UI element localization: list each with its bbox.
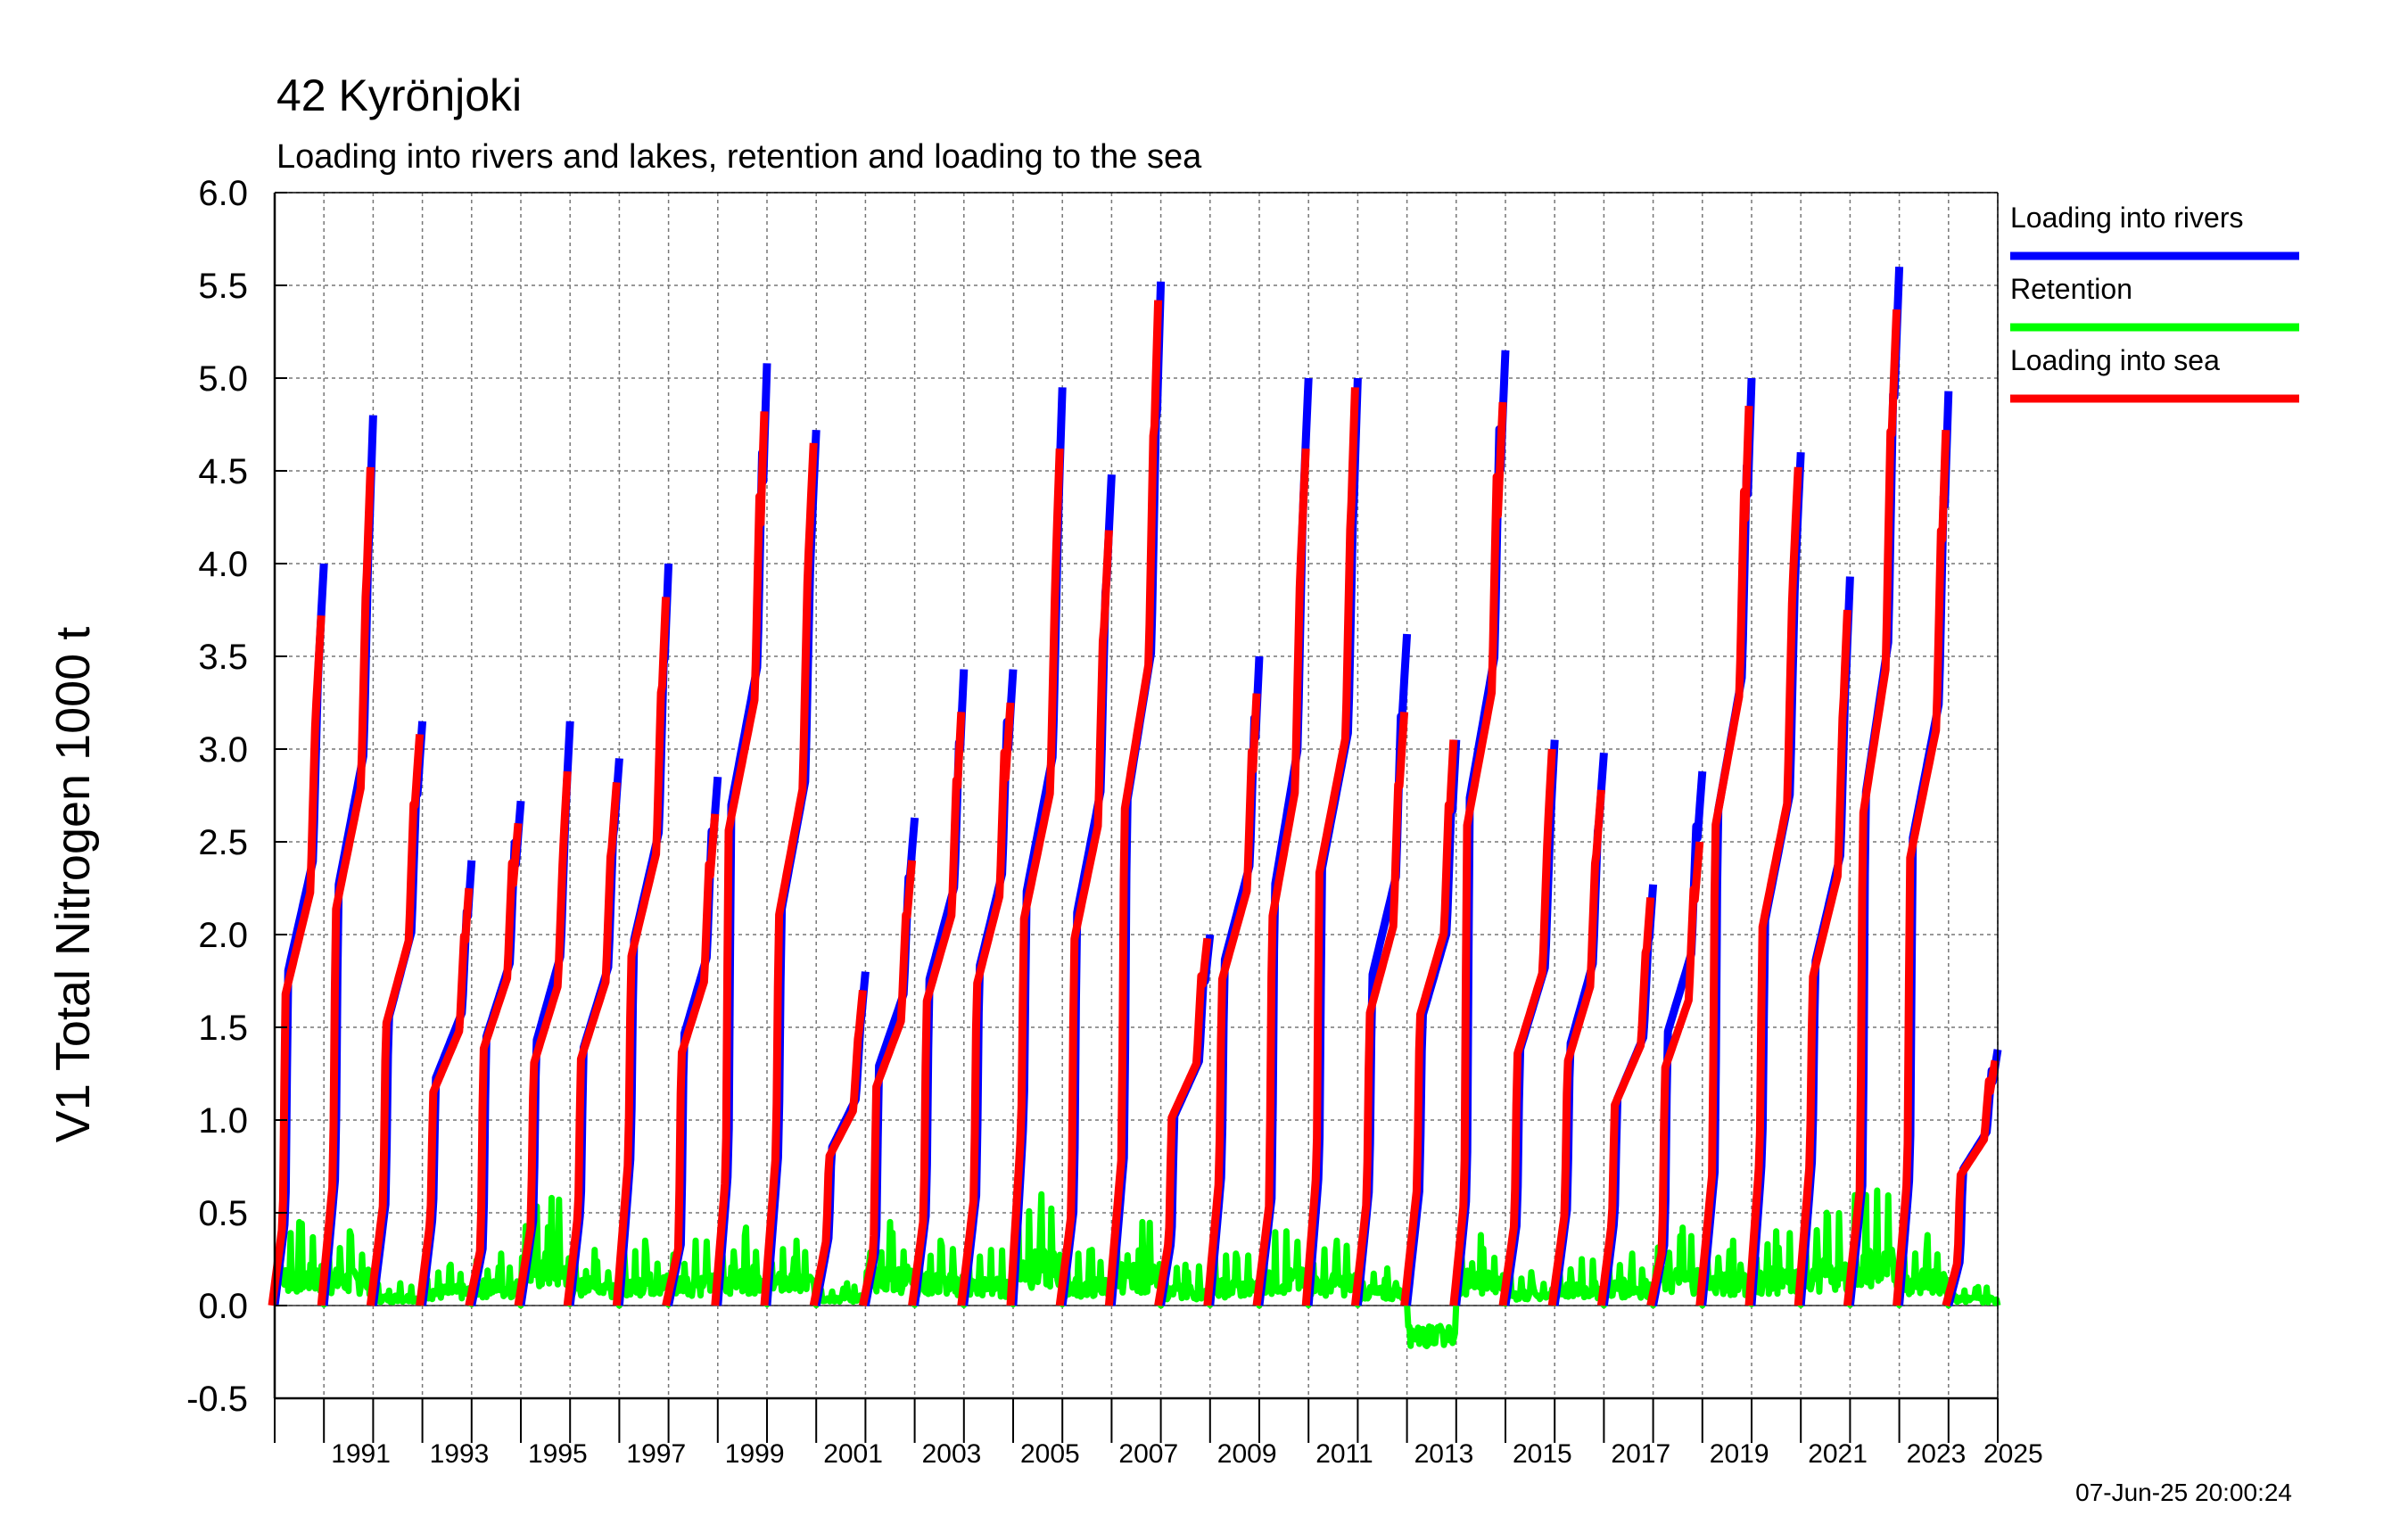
- x-tick-label: 2003: [922, 1439, 982, 1469]
- series-line-loading-into-sea: [1498, 748, 1556, 1306]
- y-tick-label: 1.5: [198, 1009, 248, 1048]
- series-line-loading-into-sea: [1843, 309, 1901, 1306]
- plot-area: [268, 267, 2002, 1349]
- legend: Loading into rivers Retention Loading into…: [2010, 202, 2299, 403]
- x-tick-label: 1995: [528, 1439, 588, 1469]
- series-line-loading-into-sea: [1695, 406, 1753, 1306]
- series-line-loading-into-sea: [317, 466, 375, 1306]
- x-tick-label: 2011: [1315, 1439, 1373, 1469]
- y-tick-label: 3.0: [198, 730, 248, 770]
- legend-label: Loading into rivers: [2010, 202, 2243, 234]
- series-line-loading-into-sea: [908, 712, 966, 1306]
- y-tick-label: 5.0: [198, 359, 248, 399]
- series-line-loading-into-sea: [662, 813, 720, 1306]
- x-tick-label: 1993: [430, 1439, 490, 1469]
- series-line-loading-into-sea: [1252, 448, 1310, 1306]
- series-line-loading-into-sea: [563, 782, 621, 1306]
- series-line-loading-into-sea: [711, 411, 769, 1306]
- series-line-loading-into-sea: [1350, 712, 1409, 1306]
- series-line-loading-into-sea: [809, 989, 867, 1306]
- y-tick-label: 0.0: [198, 1287, 248, 1326]
- x-tick-label: 2019: [1710, 1439, 1769, 1469]
- series-line-loading-into-sea: [1154, 937, 1212, 1306]
- y-axis-label: V1 Total Nitrogen 1000 t: [46, 627, 100, 1142]
- series-line-loading-into-sea: [1596, 897, 1655, 1306]
- chart-title: 42 Kyrönjoki: [276, 70, 522, 120]
- x-tick-label: 2023: [1907, 1439, 1967, 1469]
- y-tick-label: 4.0: [198, 545, 248, 584]
- x-tick-label: 2025: [1983, 1439, 2043, 1469]
- x-tick-label: 1991: [331, 1439, 391, 1469]
- x-tick-label: 2007: [1118, 1439, 1178, 1469]
- series-line-loading-into-sea: [1203, 693, 1261, 1306]
- y-tick-label: 4.5: [198, 452, 248, 491]
- y-tick-label: 2.5: [198, 823, 248, 862]
- series-line-loading-into-sea: [1547, 789, 1605, 1306]
- legend-label: Retention: [2010, 273, 2132, 305]
- x-tick-label: 1999: [725, 1439, 785, 1469]
- y-tick-label: 2.0: [198, 916, 248, 955]
- chart-subtitle: Loading into rivers and lakes, retention…: [276, 138, 1202, 176]
- y-tick-label: 1.0: [198, 1101, 248, 1141]
- series-line-loading-into-sea: [1744, 466, 1802, 1306]
- series-line-loading-into-sea: [1942, 1059, 2000, 1307]
- y-tick-label: -0.5: [186, 1380, 248, 1419]
- series-line-loading-into-sea: [760, 442, 818, 1306]
- timestamp: 07-Jun-25 20:00:24: [2075, 1479, 2292, 1506]
- y-tick-label: 5.5: [198, 267, 248, 306]
- legend-label: Loading into sea: [2010, 344, 2220, 376]
- x-tick-label: 2021: [1808, 1439, 1868, 1469]
- series-line-loading-into-sea: [1006, 448, 1064, 1306]
- series-line-loading-into-sea: [1301, 387, 1359, 1306]
- axes: 6.0 5.5 5.0 4.5 4.0 3.5 3.0 2.5 2.0 1.5 1.0 0.5 0.0 -…: [186, 174, 2043, 1469]
- series-line-loading-into-sea: [268, 614, 326, 1306]
- series-line-loading-into-sea: [1055, 530, 1113, 1306]
- x-tick-label: 2017: [1611, 1439, 1670, 1469]
- series-line-loading-into-sea: [1893, 430, 1950, 1306]
- y-tick-label: 3.5: [198, 638, 248, 677]
- series-line-loading-into-sea: [514, 770, 572, 1306]
- series-line-loading-into-sea: [1104, 300, 1163, 1306]
- series-line-loading-into-sea: [1400, 739, 1458, 1306]
- x-tick-label: 2013: [1414, 1439, 1474, 1469]
- series-line-loading-into-sea: [957, 702, 1015, 1306]
- x-tick-label: 2015: [1513, 1439, 1572, 1469]
- series-line-loading-into-sea: [1646, 841, 1704, 1306]
- series-line-loading-into-sea: [1449, 401, 1507, 1306]
- series-line-loading-into-sea: [612, 597, 671, 1306]
- x-tick-label: 2005: [1020, 1439, 1080, 1469]
- x-tick-label: 1997: [626, 1439, 686, 1469]
- series-line-loading-into-sea: [465, 822, 523, 1306]
- x-tick-label: 2001: [823, 1439, 883, 1469]
- y-tick-label: 6.0: [198, 174, 248, 213]
- series-line-loading-into-sea: [1794, 609, 1851, 1306]
- series-line-loading-into-sea: [416, 887, 474, 1306]
- series-line-loading-into-sea: [858, 860, 917, 1306]
- x-tick-label: 2009: [1217, 1439, 1277, 1469]
- series-line-loading-into-sea: [366, 734, 425, 1306]
- y-tick-label: 0.5: [198, 1194, 248, 1233]
- series-line-retention: [271, 1187, 2001, 1349]
